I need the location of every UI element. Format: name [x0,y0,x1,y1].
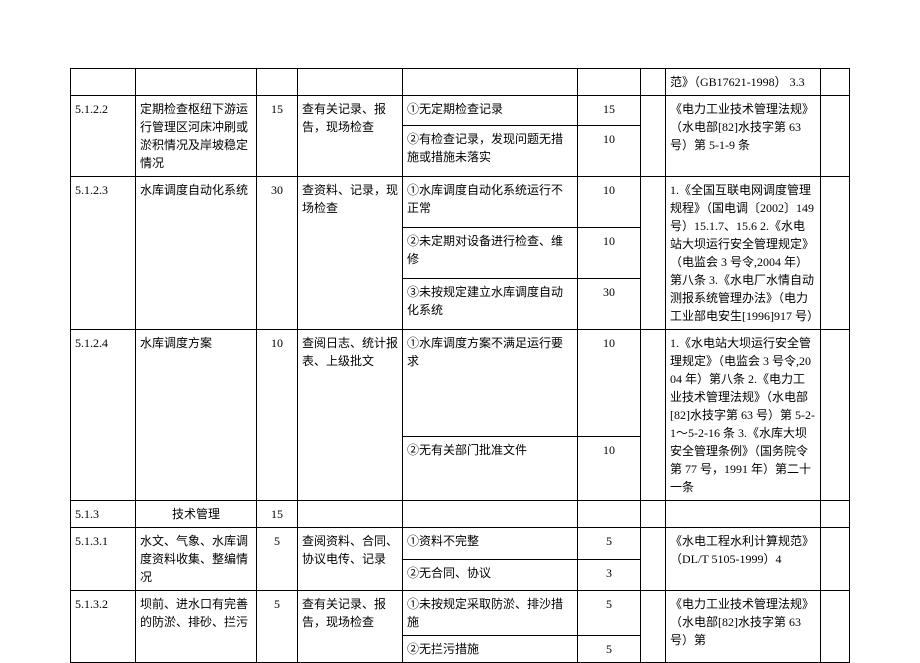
criteria-cell: ②无有关部门批准文件 [403,436,578,500]
table-row: 5.1.2.2 定期检查枢纽下游运行管理区河床冲刷或淤积情况及岸坡稳定情况 15… [71,96,850,126]
table-row: 5.1.2.3 水库调度自动化系统 30 查资料、记录，现场检查 ①水库调度自动… [71,177,850,228]
item-cell: 坝前、进水口有完善的防淤、排砂、拦污 [136,591,257,663]
deduct-cell: 5 [578,591,641,636]
regulation-table: 范》（GB17621-1998） 3.3 5.1.2.2 定期检查枢纽下游运行管… [70,68,850,663]
score-cell: 5 [257,528,298,591]
item-cell: 定期检查枢纽下游运行管理区河床冲刷或淤积情况及岸坡稳定情况 [136,96,257,177]
criteria-cell: ①资料不完整 [403,528,578,560]
deduct-cell: 10 [578,126,641,177]
deduct-cell: 30 [578,279,641,330]
score-cell: 30 [257,177,298,330]
item-cell: 水库调度自动化系统 [136,177,257,330]
score-cell: 15 [257,96,298,177]
ref-cell: 1.《全国互联电网调度管理规程》（国电调〔2002〕149 号）15.1.7、1… [666,177,821,330]
deduct-cell: 15 [578,96,641,126]
table-row: 5.1.2.4 水库调度方案 10 查阅日志、统计报表、上级批文 ①水库调度方案… [71,330,850,437]
id-cell: 5.1.3 [71,501,136,528]
item-cell: 水文、气象、水库调度资料收集、整编情况 [136,528,257,591]
ref-cell: 《电力工业技术管理法规》（水电部[82]水技字第 63 号）第 [666,591,821,663]
deduct-cell: 10 [578,436,641,500]
criteria-cell: ①水库调度方案不满足运行要求 [403,330,578,437]
deduct-cell: 3 [578,559,641,591]
method-cell: 查阅资料、合同、协议电传、记录 [298,528,403,591]
ref-cell: 《电力工业技术管理法规》（水电部[82]水技字第 63 号）第 5-1-9 条 [666,96,821,177]
page: 范》（GB17621-1998） 3.3 5.1.2.2 定期检查枢纽下游运行管… [0,0,920,651]
item-cell: 水库调度方案 [136,330,257,501]
id-cell: 5.1.2.2 [71,96,136,177]
id-cell: 5.1.2.3 [71,177,136,330]
criteria-cell: ①水库调度自动化系统运行不正常 [403,177,578,228]
id-cell: 5.1.3.1 [71,528,136,591]
method-cell: 查资料、记录，现场检查 [298,177,403,330]
table-row: 范》（GB17621-1998） 3.3 [71,69,850,96]
deduct-cell: 10 [578,330,641,437]
criteria-cell: ②未定期对设备进行检查、维修 [403,228,578,279]
criteria-cell: ②无拦污措施 [403,636,578,663]
deduct-cell: 5 [578,636,641,663]
ref-cell: 1.《水电站大坝运行安全管理规定》（电监会 3 号令,2004 年）第八条 2.… [666,330,821,501]
criteria-cell: ②有检查记录，发现问题无措施或措施未落实 [403,126,578,177]
criteria-cell: ③未按规定建立水库调度自动化系统 [403,279,578,330]
criteria-cell: ②无合同、协议 [403,559,578,591]
score-cell: 10 [257,330,298,501]
deduct-cell: 5 [578,528,641,560]
deduct-cell: 10 [578,228,641,279]
method-cell: 查有关记录、报告，现场检查 [298,591,403,663]
id-cell: 5.1.2.4 [71,330,136,501]
table-row: 5.1.3.2 坝前、进水口有完善的防淤、排砂、拦污 5 查有关记录、报告，现场… [71,591,850,636]
ref-cell: 《水电工程水利计算规范》（DL/T 5105-1999）4 [666,528,821,591]
score-cell: 5 [257,591,298,663]
deduct-cell: 10 [578,177,641,228]
table-row: 5.1.3 技术管理 15 [71,501,850,528]
criteria-cell: ①未按规定采取防淤、排沙措施 [403,591,578,636]
id-cell: 5.1.3.2 [71,591,136,663]
ref-cell: 范》（GB17621-1998） 3.3 [666,69,821,96]
method-cell: 查阅日志、统计报表、上级批文 [298,330,403,501]
table-row: 5.1.3.1 水文、气象、水库调度资料收集、整编情况 5 查阅资料、合同、协议… [71,528,850,560]
criteria-cell: ①无定期检查记录 [403,96,578,126]
score-cell: 15 [257,501,298,528]
item-cell: 技术管理 [136,501,257,528]
method-cell: 查有关记录、报告，现场检查 [298,96,403,177]
